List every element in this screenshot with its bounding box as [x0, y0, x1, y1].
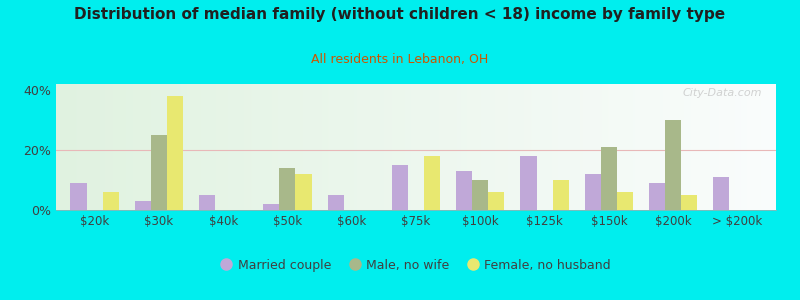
- Bar: [263, 204, 279, 210]
- Bar: [424, 156, 440, 210]
- Bar: [295, 174, 311, 210]
- Bar: [279, 168, 295, 210]
- Text: All residents in Lebanon, OH: All residents in Lebanon, OH: [311, 52, 489, 65]
- Bar: [488, 192, 504, 210]
- Bar: [649, 183, 665, 210]
- Text: City-Data.com: City-Data.com: [682, 88, 762, 98]
- Bar: [456, 171, 472, 210]
- Bar: [714, 177, 730, 210]
- Bar: [665, 120, 681, 210]
- Text: Distribution of median family (without children < 18) income by family type: Distribution of median family (without c…: [74, 8, 726, 22]
- Bar: [151, 135, 167, 210]
- Bar: [134, 201, 151, 210]
- Bar: [521, 156, 537, 210]
- Bar: [601, 147, 617, 210]
- Bar: [167, 96, 183, 210]
- Legend: Married couple, Male, no wife, Female, no husband: Married couple, Male, no wife, Female, n…: [216, 254, 616, 277]
- Bar: [553, 180, 569, 210]
- Bar: [681, 195, 698, 210]
- Bar: [585, 174, 601, 210]
- Bar: [328, 195, 344, 210]
- Bar: [392, 165, 408, 210]
- Bar: [617, 192, 633, 210]
- Bar: [70, 183, 86, 210]
- Bar: [472, 180, 488, 210]
- Bar: [102, 192, 118, 210]
- Bar: [199, 195, 215, 210]
